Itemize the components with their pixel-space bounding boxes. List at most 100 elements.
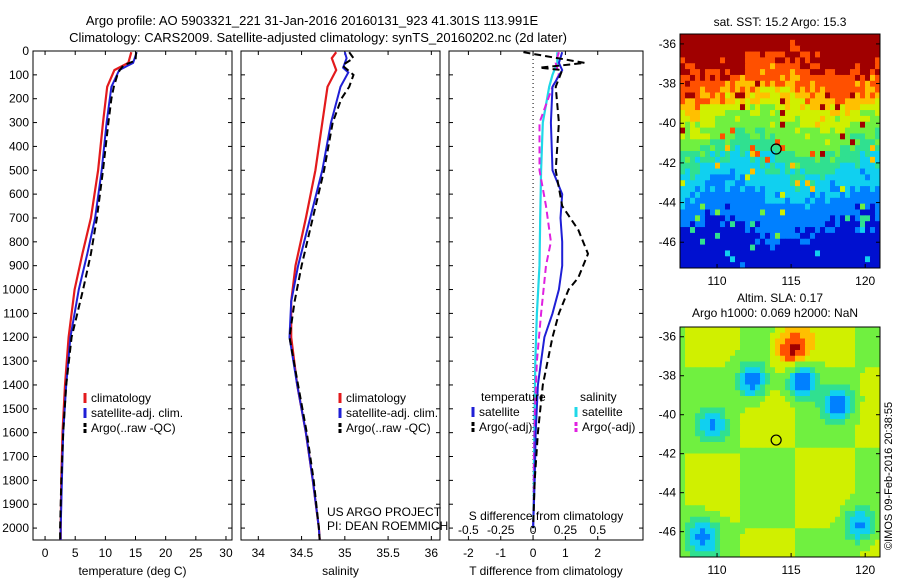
map-cell — [865, 545, 871, 552]
map-cell — [835, 121, 841, 129]
map-cell — [685, 545, 691, 552]
map-cell — [840, 168, 846, 175]
map-cell — [870, 482, 876, 489]
map-cell — [825, 344, 831, 351]
map-cell — [805, 505, 811, 512]
map-cell — [785, 338, 791, 345]
map-cell — [730, 110, 736, 117]
map-cell — [725, 493, 731, 500]
map-cell — [785, 516, 791, 523]
map-cell — [815, 250, 821, 257]
map-cell — [830, 528, 836, 535]
map-cell — [870, 110, 876, 117]
map-cell — [730, 355, 736, 362]
map-cell — [845, 355, 851, 362]
map-cell — [730, 545, 736, 552]
map-cell — [815, 139, 821, 146]
map-cell — [740, 338, 746, 345]
map-cell — [865, 80, 871, 88]
map-cell — [685, 209, 691, 216]
map-cell — [690, 373, 696, 380]
map-cell — [715, 430, 721, 437]
map-cell — [820, 413, 826, 420]
map-cell — [710, 256, 716, 263]
map-cell — [830, 127, 836, 134]
map-cell — [725, 545, 731, 552]
map-cell — [855, 227, 861, 234]
map-cell — [775, 256, 781, 263]
map-cell — [865, 539, 871, 546]
map-cell — [810, 127, 816, 134]
map-cell — [870, 516, 876, 523]
map-cell — [695, 215, 701, 222]
map-cell — [770, 551, 776, 557]
map-cell — [760, 367, 766, 374]
map-cell — [775, 174, 781, 181]
map-cell — [685, 51, 691, 58]
map-cell — [745, 539, 751, 546]
map-cell — [805, 361, 811, 368]
map-cell — [865, 209, 871, 216]
map-cell — [765, 459, 771, 466]
map-cell — [820, 355, 826, 362]
map-cell — [685, 390, 691, 397]
map-cell — [775, 327, 781, 334]
map-cell — [855, 384, 861, 391]
map-cell — [820, 436, 826, 443]
map-cell — [780, 180, 786, 187]
map-cell — [825, 534, 831, 541]
map-cell — [815, 551, 821, 557]
map-cell — [695, 92, 701, 99]
map-cell — [695, 209, 701, 216]
map-cell — [730, 145, 736, 152]
map-cell — [735, 34, 741, 41]
map-cell — [750, 34, 756, 41]
map-cell — [785, 45, 791, 53]
map-cell — [735, 396, 741, 403]
map-cell — [830, 203, 836, 210]
map-cell — [800, 401, 806, 408]
map-cell — [800, 191, 806, 199]
map-cell — [735, 419, 741, 426]
map-cell — [770, 168, 776, 175]
map-cell — [765, 186, 771, 193]
map-cell — [825, 227, 831, 234]
map-cell — [805, 459, 811, 466]
map-cell — [775, 86, 781, 93]
map-cell — [755, 133, 761, 140]
map-cell — [755, 396, 761, 403]
map-cell — [710, 332, 716, 339]
map-cell — [865, 156, 871, 164]
map-cell — [795, 327, 801, 334]
map-cell — [785, 39, 791, 47]
map-cell — [795, 139, 801, 146]
map-cell — [720, 45, 726, 53]
map-cell — [680, 505, 686, 512]
map-cell — [865, 86, 871, 93]
map-cell — [740, 151, 746, 158]
map-cell — [875, 221, 880, 228]
map-cell — [750, 545, 756, 552]
map-cell — [735, 197, 741, 205]
map-cell — [825, 488, 831, 495]
map-cell — [750, 470, 756, 477]
map-cell — [770, 528, 776, 535]
map-cell — [725, 476, 731, 483]
map-cell — [825, 424, 831, 431]
map-cell — [745, 51, 751, 58]
map-cell — [875, 86, 880, 93]
map-cell — [765, 534, 771, 541]
map-cell — [800, 327, 806, 334]
map-cell — [805, 156, 811, 164]
map-cell — [870, 442, 876, 449]
map-cell — [785, 545, 791, 552]
map-cell — [830, 384, 836, 391]
map-cell — [870, 127, 876, 134]
map-cell — [805, 191, 811, 199]
map-cell — [840, 227, 846, 234]
map-cell — [780, 332, 786, 339]
map-cell — [820, 361, 826, 368]
map-cell — [790, 390, 796, 397]
map-cell — [685, 505, 691, 512]
map-cell — [865, 436, 871, 443]
